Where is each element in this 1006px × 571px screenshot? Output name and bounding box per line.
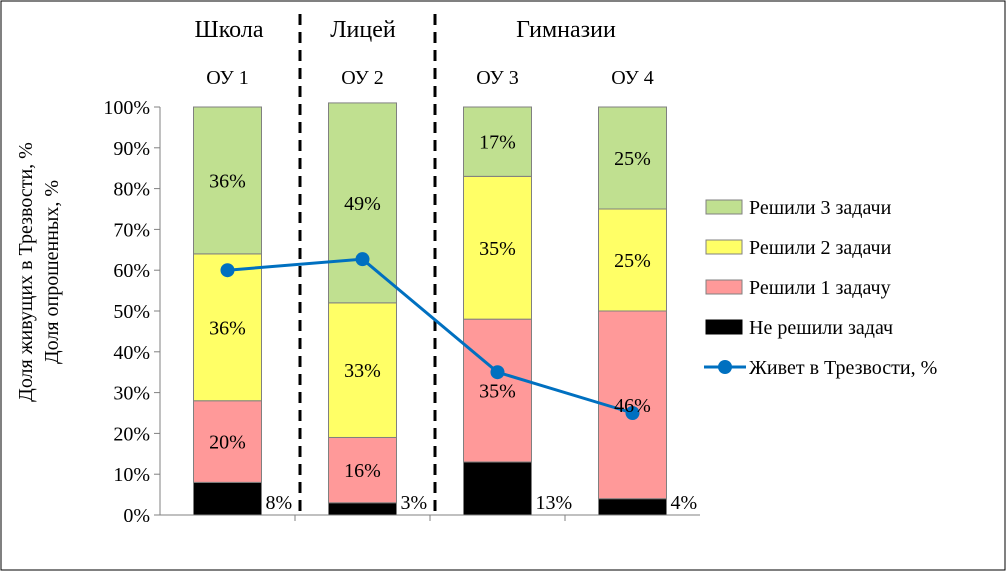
group-label-school: Школа (195, 17, 264, 43)
legend-line-marker (718, 360, 732, 374)
legend-label: Живет в Трезвости, % (749, 357, 937, 379)
y-tick-label: 40% (113, 342, 150, 364)
category-label: ОУ 3 (476, 67, 518, 89)
group-labels: Школа Лицей Гимназии (195, 17, 616, 43)
legend-swatch (705, 319, 743, 335)
data-label: 3% (401, 492, 428, 514)
bar-segment (463, 461, 532, 516)
legend-swatch (705, 199, 743, 215)
y-tick-label: 30% (113, 383, 150, 405)
y-axis-title-line-2: Доля опрошенных, % (41, 180, 63, 364)
data-label: 36% (209, 170, 246, 192)
data-label: 25% (614, 250, 651, 272)
data-label: 17% (479, 132, 516, 154)
y-tick-label: 80% (113, 179, 150, 201)
line-point (220, 263, 235, 278)
bars (193, 102, 667, 516)
y-axis-title: Доля живущих в Трезвости, % Доля опрошен… (15, 142, 63, 402)
legend-swatch (705, 239, 743, 255)
data-label: 16% (344, 460, 381, 482)
line-series (220, 252, 640, 420)
legend-label: Решили 1 задачу (749, 277, 891, 299)
bar-segment (328, 502, 397, 516)
data-label: 35% (479, 381, 516, 403)
y-tick-label: 10% (113, 464, 150, 486)
line-point (625, 406, 640, 420)
data-labels: 8% 20% 36% 36% 3% 16% 33% 49% 13% 35% 35% 17% 4% 46% 2… (209, 132, 697, 514)
data-label: 20% (209, 432, 246, 454)
bar-segment (598, 106, 667, 210)
data-label: 13% (536, 492, 573, 514)
line-path (227, 257, 633, 415)
data-label: 35% (479, 238, 516, 260)
group-label-gymnasiums: Гимназии (516, 17, 616, 43)
y-tick-label: 70% (113, 219, 150, 241)
legend: Решили 3 задачи Решили 2 задачи Решили 1 з… (704, 197, 937, 379)
bar-segment (328, 302, 397, 438)
data-label: 25% (614, 148, 651, 170)
bar-segment (328, 436, 397, 504)
legend-label: Решили 3 задачи (749, 197, 892, 219)
legend-label: Решили 2 задачи (749, 237, 892, 259)
data-label: 4% (671, 492, 698, 514)
category-label: ОУ 4 (611, 67, 653, 89)
bar-segment (193, 481, 262, 516)
data-label: 33% (344, 360, 381, 382)
bar-segment (193, 106, 262, 255)
y-axis-title-line-1: Доля живущих в Трезвости, % (15, 142, 37, 402)
data-label: 36% (209, 317, 246, 339)
bar-segment (598, 498, 667, 516)
y-tick-label: 50% (113, 301, 150, 323)
y-tick-label: 60% (113, 260, 150, 282)
bar-segment (463, 106, 532, 177)
y-tick-label: 20% (113, 423, 150, 445)
legend-label: Не решили задач (749, 317, 893, 339)
category-labels: ОУ 1 ОУ 2 ОУ 3 ОУ 4 (206, 67, 653, 89)
bar-segment (598, 208, 667, 312)
y-tick-label: 90% (113, 138, 150, 160)
group-label-lyceum: Лицей (330, 17, 396, 43)
data-label: 8% (266, 492, 293, 514)
y-tick-label: 0% (123, 505, 150, 527)
bar-segment (193, 400, 262, 483)
legend-swatch (705, 279, 743, 295)
bar-segment (328, 102, 397, 304)
category-label: ОУ 2 (341, 67, 383, 89)
bar-segment (463, 175, 532, 320)
data-label: 46% (614, 395, 651, 417)
category-label: ОУ 1 (206, 67, 248, 89)
data-label: 49% (344, 193, 381, 215)
line-point (490, 365, 505, 380)
y-tick-label: 100% (103, 97, 150, 119)
bar-segment (193, 253, 262, 402)
bar-segment (463, 318, 532, 463)
line-point (355, 252, 370, 267)
y-axis: 0% 10% 20% 30% 40% 50% 60% 70% 80% 90% 100% (103, 97, 700, 527)
